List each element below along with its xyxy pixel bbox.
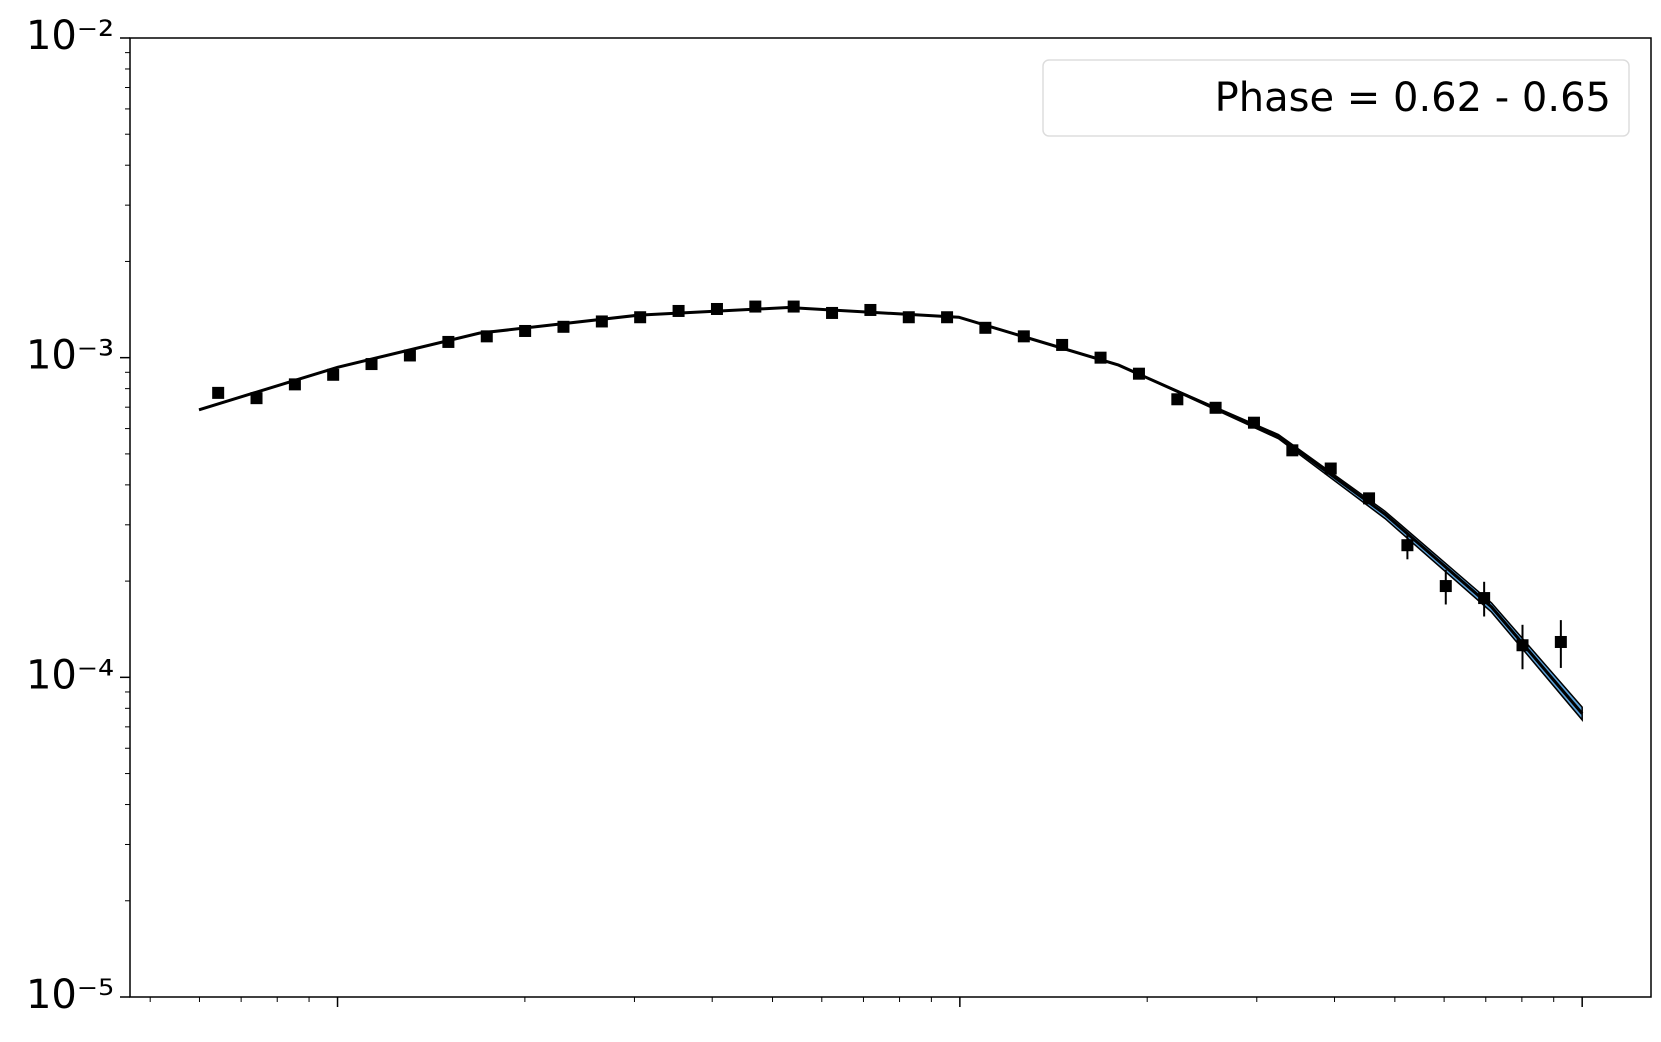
data-point <box>1554 635 1567 648</box>
data-point <box>1439 580 1452 593</box>
data-point <box>826 306 839 319</box>
data-point <box>1478 592 1491 605</box>
data-point <box>634 311 647 324</box>
data-point <box>250 392 263 405</box>
data-point <box>787 300 800 313</box>
legend-label: Phase = 0.62 - 0.65 <box>1215 75 1611 121</box>
data-point <box>864 303 877 316</box>
data-point <box>710 302 723 315</box>
data-point <box>1094 351 1107 364</box>
data-point <box>941 311 954 324</box>
plot-frame <box>129 37 1652 998</box>
y-tick-label: 10⁻⁴ <box>26 652 114 698</box>
data-point <box>1324 462 1337 475</box>
data-point <box>749 300 762 313</box>
data-point <box>480 330 493 343</box>
data-point <box>1209 401 1222 414</box>
data-point <box>1132 367 1145 380</box>
data-point <box>1516 639 1529 652</box>
data-point <box>595 315 608 328</box>
data-point <box>1017 330 1030 343</box>
legend-box <box>1042 59 1630 137</box>
y-tick-label: 10⁻² <box>26 13 114 59</box>
data-point <box>1056 338 1069 351</box>
data-point <box>557 320 570 333</box>
data-point <box>365 358 378 371</box>
data-point <box>403 349 416 362</box>
data-point <box>288 378 301 391</box>
data-point <box>1401 539 1414 552</box>
model-line <box>198 306 1584 715</box>
data-point <box>327 368 340 381</box>
data-point <box>1286 444 1299 457</box>
data-point <box>442 335 455 348</box>
data-point <box>979 321 992 334</box>
data-point <box>519 324 532 337</box>
data-point <box>1247 416 1260 429</box>
data-point <box>212 386 225 399</box>
data-point <box>1363 492 1376 505</box>
data-point <box>902 311 915 324</box>
data-point <box>1171 393 1184 406</box>
y-tick-label: 10⁻³ <box>26 333 114 379</box>
data-point <box>672 304 685 317</box>
y-tick-label: 10⁻⁵ <box>26 972 114 1018</box>
